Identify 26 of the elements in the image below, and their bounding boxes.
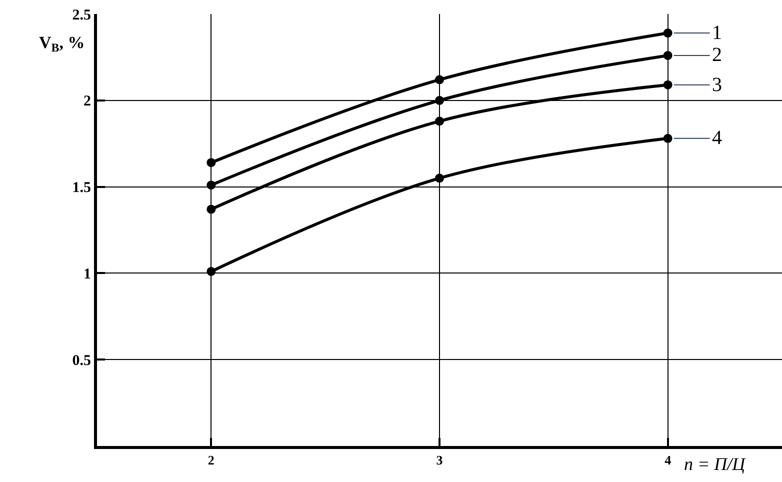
- point: [435, 75, 444, 84]
- point: [206, 158, 216, 168]
- y-axis-title: V$_{B}$, %: [39, 33, 85, 55]
- x-tick-label: 4: [664, 452, 672, 468]
- point: [206, 180, 216, 190]
- point: [206, 204, 216, 214]
- point: [663, 80, 672, 90]
- point: [663, 28, 672, 38]
- point: [435, 96, 444, 105]
- x-tick-label: 3: [436, 452, 444, 468]
- series-label: 3: [712, 74, 722, 96]
- y-tick-label: 2.5: [72, 7, 91, 24]
- x-axis-title: n = П/Ц: [684, 454, 746, 474]
- y-tick-label: 0.5: [72, 352, 91, 369]
- point: [663, 50, 672, 60]
- x-tick-label: 2: [208, 452, 214, 468]
- y-tick-label: 2: [84, 94, 91, 110]
- series-label: 4: [712, 127, 722, 149]
- y-tick-label: 1.5: [72, 180, 91, 196]
- series-label: 2: [712, 44, 722, 66]
- y-tick-label: 1: [84, 266, 91, 282]
- point: [206, 266, 216, 276]
- point: [663, 134, 672, 143]
- series-label: 1: [712, 22, 722, 44]
- point: [435, 116, 444, 126]
- point: [435, 174, 444, 183]
